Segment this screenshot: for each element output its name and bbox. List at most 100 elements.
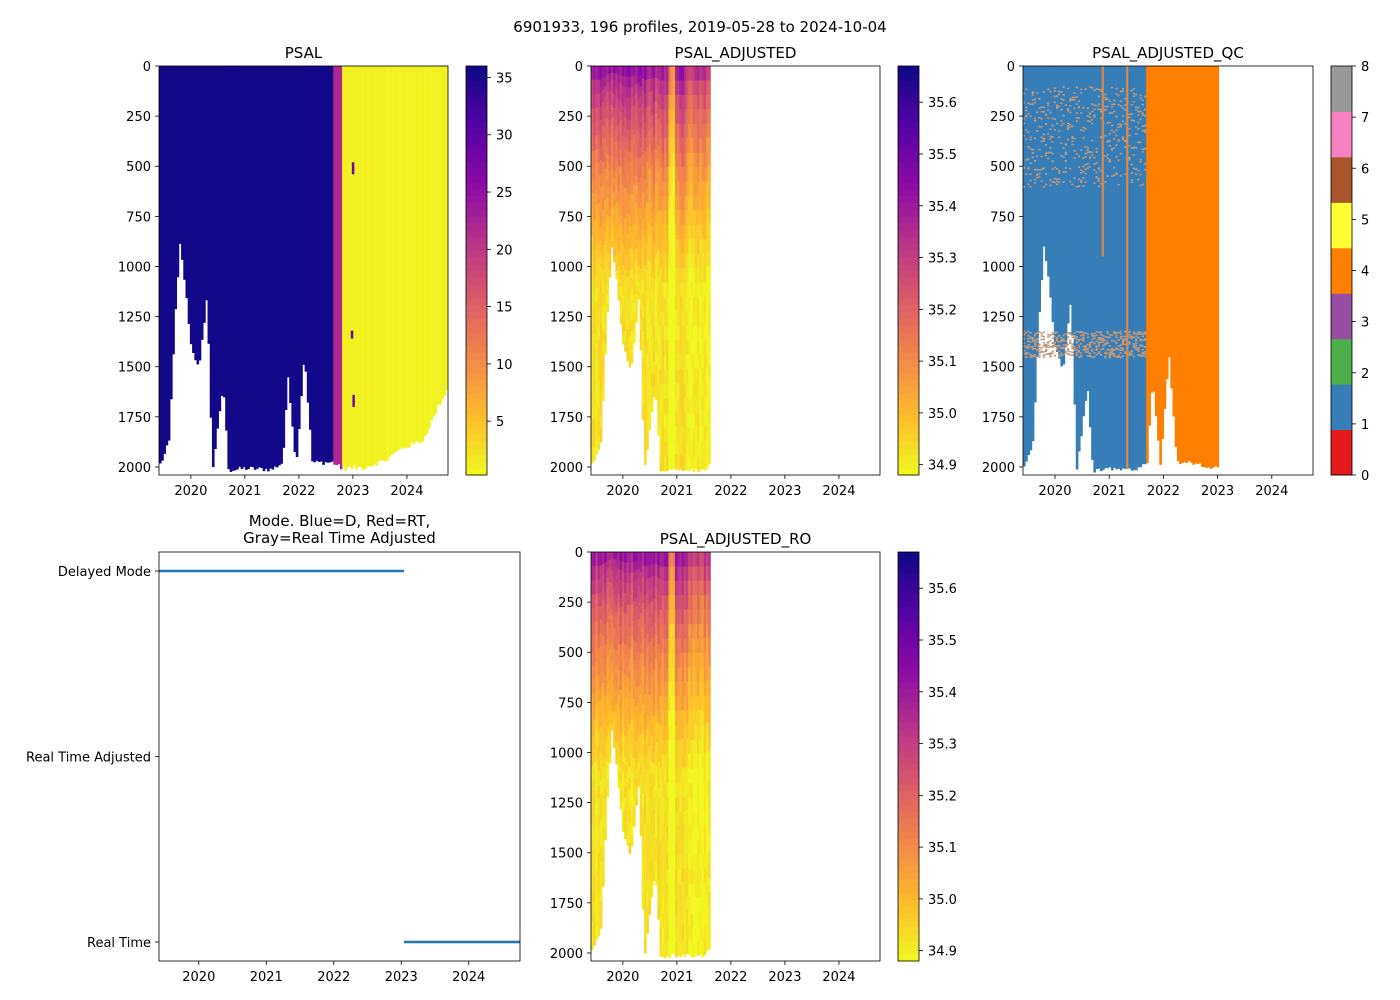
psal-adjusted-qc-speckle <box>1025 109 1028 112</box>
psal-adjusted-ro-cell <box>670 881 674 897</box>
psal-adjusted-cell <box>602 66 605 79</box>
psal-adjusted-ro-cell <box>677 811 680 827</box>
psal-adjusted-ro-cell <box>630 594 634 606</box>
psal-adjusted-ro-cell <box>637 660 641 670</box>
psal-adjusted-qc-speckle <box>1047 341 1050 343</box>
psal-adjusted-qc-speckle <box>1110 349 1114 352</box>
psal-adjusted-qc-speckle <box>1110 175 1114 177</box>
psal-colorbar-step <box>466 454 487 462</box>
psal-adjusted-ro-cell <box>591 779 594 794</box>
psal-adjusted-cell <box>681 181 685 197</box>
psal-adjusted-qc-speckle <box>1113 352 1116 355</box>
psal-adjusted-cell <box>683 210 687 226</box>
psal-adjusted-cell <box>668 123 671 139</box>
psal-adjusted-ro-cell <box>639 663 643 674</box>
psal-adjusted-ro-cell <box>694 882 698 898</box>
psal-adjusted-ro-colorbar-step <box>898 920 919 928</box>
psal-adjusted-cell <box>644 151 647 167</box>
psal-adjusted-qc-speckle <box>1119 90 1122 93</box>
psal-adjusted-ro-cell <box>610 622 614 629</box>
psal-adjusted-qc-speckle <box>1064 143 1067 145</box>
psal-adjusted-qc-speckle <box>1104 105 1107 108</box>
psal-adjusted-qc-column <box>1104 66 1107 469</box>
psal-adjusted-cell <box>670 296 674 312</box>
psal-adjusted-ro-cell <box>694 739 698 754</box>
psal-colorbar-step <box>466 195 487 203</box>
psal-adjusted-ro-cell <box>692 942 696 957</box>
psal-adjusted-cell <box>608 133 612 142</box>
psal-adjusted-cell <box>639 288 643 300</box>
psal-adjusted-cell <box>655 256 658 270</box>
psal-adjusted-cell <box>688 456 691 472</box>
psal-adjusted-ro-cell <box>655 849 658 863</box>
psal-adjusted-ro-cell <box>663 798 667 814</box>
psal-adjusted-ro-cell <box>646 851 649 866</box>
psal-adjusted-qc-column <box>1080 66 1083 437</box>
psal-adjusted-qc-speckle <box>1031 91 1034 93</box>
psal-adjusted-cell <box>655 221 658 234</box>
psal-adjusted-qc-speckle <box>1113 348 1116 351</box>
psal-adjusted-cell <box>615 194 618 204</box>
psal-adjusted-ro-cell <box>641 857 645 872</box>
psal-adjusted-qc-speckle <box>1066 87 1070 90</box>
psal-column <box>280 66 283 464</box>
psal-adjusted-ro-cell <box>652 763 656 776</box>
psal-adjusted-cell <box>608 126 612 135</box>
psal-adjusted-ro-cell <box>619 597 623 608</box>
psal-adjusted-qc-speckle <box>1023 185 1026 188</box>
psal-column <box>439 66 442 405</box>
psal-adjusted-ro-cell <box>610 577 614 585</box>
psal-adjusted-ro-ytick-label: 1750 <box>550 897 583 912</box>
psal-adjusted-cell <box>595 107 599 122</box>
psal-adjusted-qc-speckle <box>1128 128 1131 130</box>
psal-colorbar-step <box>466 352 487 360</box>
psal-adjusted-cell <box>690 195 694 211</box>
psal-adjusted-cell <box>650 201 654 215</box>
psal-adjusted-cell <box>624 86 627 98</box>
psal-adjusted-ro-cell <box>595 842 599 858</box>
psal-adjusted-ro-cell <box>639 713 643 725</box>
psal-column <box>267 66 270 472</box>
psal-adjusted-cell <box>661 80 665 96</box>
psal-adjusted-cell <box>670 397 674 413</box>
psal-adjusted-cell <box>708 165 711 181</box>
psal-adjusted-cell <box>708 94 711 110</box>
psal-column <box>178 66 182 244</box>
psal-adjusted-ro-cell <box>637 677 641 687</box>
psal-adjusted-cell <box>655 292 658 306</box>
psal-adjusted-qc-speckle <box>1095 349 1098 352</box>
psal-adjusted-cell <box>606 83 610 93</box>
psal-adjusted-qc-speckle <box>1139 345 1142 347</box>
psal-adjusted-qc-speckle <box>1073 157 1076 159</box>
psal-adjusted-cell <box>697 196 700 212</box>
psal-adjusted-qc-speckle <box>1097 352 1100 354</box>
psal-adjusted-qc-speckle <box>1042 335 1045 338</box>
psal-adjusted-qc-speckle <box>1106 141 1109 143</box>
psal-adjusted-ro-cell <box>613 663 616 672</box>
psal-adjusted-ro-cell <box>705 836 709 852</box>
psal-adjusted-ro-cell <box>621 751 625 762</box>
psal-adjusted-ro-cell <box>663 552 667 567</box>
psal-adjusted-ro-cell <box>675 711 678 727</box>
psal-adjusted-ro-colorbar-step <box>898 647 919 655</box>
psal-adjusted-ro-cell <box>599 578 603 593</box>
psal-adjusted-cell <box>699 80 702 96</box>
psal-adjusted-cell <box>624 137 627 149</box>
psal-adjusted-ro-colorbar-step <box>898 640 919 649</box>
psal-adjusted-cell <box>650 189 654 203</box>
psal-adjusted-qc-speckle <box>1036 168 1039 171</box>
psal-adjusted-qc-speckle <box>1082 345 1085 348</box>
psal-adjusted-ro-colorbar-step <box>898 906 919 914</box>
psal-adjusted-ro-cell <box>699 724 702 740</box>
psal-adjusted-ro-cell <box>659 580 663 596</box>
psal-colorbar-step <box>466 161 487 169</box>
psal-adjusted-ro-cell <box>628 713 632 725</box>
psal-adjusted-cell <box>663 109 667 125</box>
psal-adjusted-cell <box>624 106 627 118</box>
psal-adjusted-ro-cell <box>692 580 696 596</box>
psal-adjusted-ro-cell <box>708 566 711 581</box>
psal-adjusted-qc-speckle <box>1086 120 1089 122</box>
psal-adjusted-ro-cell <box>686 552 689 567</box>
psal-adjusted-cell <box>668 181 671 196</box>
psal-adjusted-cell <box>602 269 605 282</box>
